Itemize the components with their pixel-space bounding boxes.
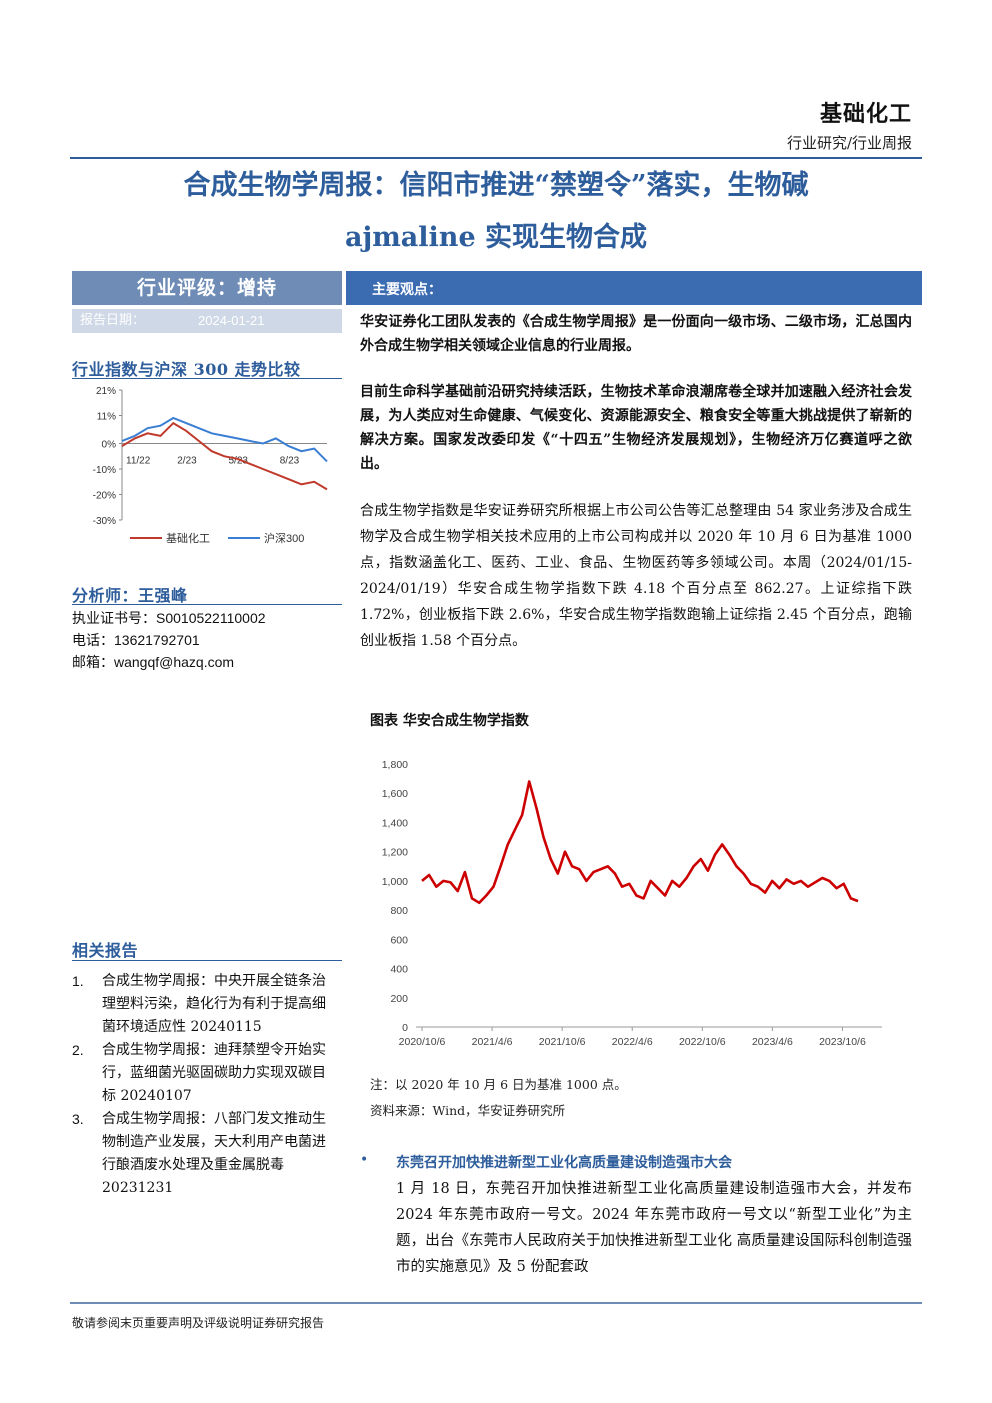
header-rule xyxy=(70,157,922,159)
news-title: 东莞召开加快推进新型工业化高质量建设制造强市大会 xyxy=(396,1155,732,1171)
license-value: S0010522110002 xyxy=(156,610,266,626)
trend-compare-chart: 21% 11% 0% -10% -20% -30% 11/22 2/23 5/23 8/23 基… xyxy=(93,386,328,545)
index-x-tick-label: 2023/10/6 xyxy=(819,1036,866,1048)
index-y-ticks: 1,800 1,600 1,400 1,200 1,000 800 600 400 200 0 xyxy=(382,759,408,1034)
analyst-email: 邮箱：wangqf@hazq.com xyxy=(72,651,234,674)
trend-x-tick-label: 8/23 xyxy=(280,456,300,467)
main-view-heading: 主要观点： xyxy=(372,282,442,298)
index-y-tick-label: 1,200 xyxy=(382,847,408,859)
phone-label: 电话： xyxy=(72,633,114,649)
trend-y-tick-label: -30% xyxy=(93,516,116,527)
trend-y-tick-label: -10% xyxy=(93,465,116,476)
index-y-tick-label: 400 xyxy=(390,964,408,976)
footer-disclaimer: 敬请参阅末页重要声明及评级说明证券研究报告 xyxy=(72,1316,325,1330)
figure-note: 注：以 2020 年 10 月 6 日为基准 1000 点。 xyxy=(370,1077,627,1092)
index-y-tick-label: 800 xyxy=(390,905,408,917)
report-type: 行业研究/行业周报 xyxy=(786,134,912,152)
industry-rating: 行业评级：增持 xyxy=(72,271,342,305)
trend-x-tick-label: 11/22 xyxy=(126,456,151,467)
trend-x-tick-label: 2/23 xyxy=(177,456,197,467)
figure-source: 资料来源：Wind，华安证券研究所 xyxy=(370,1103,566,1118)
analyst-heading: 分析师：王强峰 xyxy=(72,586,188,605)
index-x-tick-label: 2022/4/6 xyxy=(612,1036,653,1048)
news-body: 1 月 18 日，东莞召开加快推进新型工业化高质量建设制造强市大会，并发布 20… xyxy=(396,1181,912,1275)
index-x-tick-label: 2023/4/6 xyxy=(752,1036,793,1048)
trend-x-tick-label: 5/23 xyxy=(229,456,249,467)
trend-y-ticks: 21% 11% 0% -10% -20% -30% xyxy=(93,386,116,527)
analyst-rule xyxy=(72,604,342,605)
main-view-p2: 目前生命科学基础前沿研究持续活跃，生物技术革命浪潮席卷全球并加速融入经济社会发展… xyxy=(360,384,912,472)
related-report-index: 3. xyxy=(72,1111,84,1127)
report-title-line2: ajmaline 实现生物合成 xyxy=(344,222,648,253)
email-value[interactable]: wangqf@hazq.com xyxy=(114,654,235,670)
main-view-p3: 合成生物学指数是华安证券研究所根据上市公司公告等汇总整理由 54 家业务涉及合成… xyxy=(360,503,912,649)
trend-x-ticks: 11/22 2/23 5/23 8/23 xyxy=(126,456,300,467)
index-x-tick-label: 2021/4/6 xyxy=(472,1036,513,1048)
related-report-index: 1. xyxy=(72,973,84,989)
index-y-tick-label: 1,600 xyxy=(382,788,408,800)
index-x-tick-label: 2022/10/6 xyxy=(679,1036,726,1048)
trend-legend: 基础化工 沪深300 xyxy=(130,531,304,545)
sector-title: 基础化工 xyxy=(819,101,912,127)
index-x-tick-label: 2021/10/6 xyxy=(539,1036,586,1048)
legend-label: 基础化工 xyxy=(166,531,210,545)
license-label: 执业证书号： xyxy=(72,611,156,627)
index-x-tick-label: 2020/10/6 xyxy=(399,1036,446,1048)
related-report-item[interactable]: 3. 合成生物学周报：八部门发文推动生物制造产业发展，天大利用产电菌进行酿酒废水… xyxy=(72,1108,332,1200)
index-series xyxy=(421,780,859,905)
legend-label: 沪深300 xyxy=(264,531,304,545)
related-report-text: 合成生物学周报：迪拜禁塑令开始实行，蓝细菌光驱固碳助力实现双碳目标 202401… xyxy=(102,1042,326,1104)
report-date-value: 2024-01-21 xyxy=(198,313,265,328)
related-report-text: 合成生物学周报：中央开展全链条治理塑料污染，趋化行为有利于提高细菌环境适应性 2… xyxy=(102,973,326,1035)
bullet-icon: • xyxy=(360,1152,369,1168)
related-report-item[interactable]: 2. 合成生物学周报：迪拜禁塑令开始实行，蓝细菌光驱固碳助力实现双碳目标 202… xyxy=(72,1039,332,1108)
index-x-ticks: 2020/10/6 2021/4/6 2021/10/6 2022/4/6 2022/1… xyxy=(399,1026,882,1048)
related-report-index: 2. xyxy=(72,1042,84,1058)
trend-title-rule xyxy=(72,378,342,379)
index-y-tick-label: 1,400 xyxy=(382,817,408,829)
figure-title: 图表 华安合成生物学指数 xyxy=(370,713,529,729)
index-series-line xyxy=(421,780,859,905)
related-report-text: 合成生物学周报：八部门发文推动生物制造产业发展，天大利用产电菌进行酿酒废水处理及… xyxy=(102,1111,326,1196)
footer-rule xyxy=(70,1302,922,1304)
main-view-header: 主要观点： xyxy=(346,271,922,305)
related-reports-list: 1. 合成生物学周报：中央开展全链条治理塑料污染，趋化行为有利于提高细菌环境适应… xyxy=(72,970,332,1200)
analyst-license: 执业证书号：S0010522110002 xyxy=(72,607,266,630)
main-view-p1: 华安证券化工团队发表的《合成生物学周报》是一份面向一级市场、二级市场，汇总国内外… xyxy=(360,314,912,354)
index-y-tick-label: 1,800 xyxy=(382,759,408,771)
trend-series xyxy=(121,416,328,491)
report-title-line1: 合成生物学周报：信阳市推进“禁塑令”落实，生物碱 xyxy=(183,170,809,201)
email-label: 邮箱： xyxy=(72,655,114,671)
index-y-tick-label: 1,000 xyxy=(382,876,408,888)
trend-y-tick-label: -20% xyxy=(93,491,116,502)
trend-y-tick-label: 11% xyxy=(97,411,116,422)
report-date-row: 报告日期： 2024-01-21 xyxy=(72,309,342,333)
synbio-index-chart: 1,800 1,600 1,400 1,200 1,000 800 600 400 200 0 2… xyxy=(382,759,882,1048)
trend-y-tick-label: 21% xyxy=(96,386,116,397)
trend-series-line xyxy=(121,416,328,463)
related-reports-rule xyxy=(72,960,342,961)
related-reports-heading: 相关报告 xyxy=(72,941,139,960)
phone-value: 13621792701 xyxy=(114,632,200,648)
index-y-tick-label: 200 xyxy=(390,993,408,1005)
index-y-tick-label: 600 xyxy=(390,934,408,946)
trend-compare-title: 行业指数与沪深 300 走势比较 xyxy=(72,360,301,379)
report-date-label: 报告日期： xyxy=(80,313,146,328)
index-y-tick-label: 0 xyxy=(402,1022,408,1034)
trend-series-line xyxy=(121,421,328,491)
related-report-item[interactable]: 1. 合成生物学周报：中央开展全链条治理塑料污染，趋化行为有利于提高细菌环境适应… xyxy=(72,970,332,1039)
analyst-phone: 电话：13621792701 xyxy=(72,629,200,652)
trend-y-tick-label: 0% xyxy=(102,440,117,451)
